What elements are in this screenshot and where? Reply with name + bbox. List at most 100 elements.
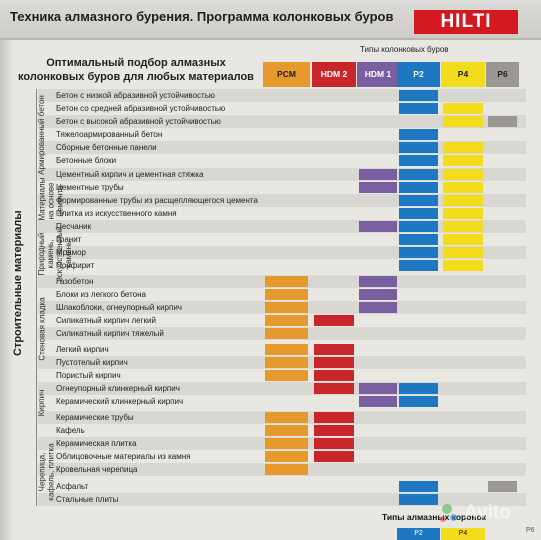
- recommend-cell-p6: [488, 481, 517, 492]
- recommend-cell-p4: [443, 234, 483, 245]
- recommend-cell-pcm: [265, 276, 308, 287]
- table-row: Керамические трубы: [38, 411, 526, 424]
- hilti-logo: HILTI: [414, 10, 518, 34]
- table-row: Тяжелоармированный бетон: [38, 128, 526, 141]
- material-label: Бетонные блоки: [56, 156, 117, 165]
- table-row: Керамическая плитка: [38, 437, 526, 450]
- group-label: Черепица, кафель, плитка: [37, 442, 55, 501]
- table-row: Цементные трубы: [38, 181, 526, 194]
- recommend-cell-p4: [443, 103, 483, 114]
- column-header-hdm1: HDM 1: [357, 62, 399, 87]
- material-label: Пустотелый кирпич: [56, 358, 128, 367]
- table-row: Цементный кирпич и цементная стяжка: [38, 168, 526, 181]
- recommend-cell-p4: [443, 182, 483, 193]
- recommend-cell-p2: [399, 481, 438, 492]
- material-label: Песчаник: [56, 222, 92, 231]
- recommend-cell-hdm1: [359, 289, 397, 300]
- recommend-cell-p2: [399, 208, 438, 219]
- recommend-cell-hdm1: [359, 169, 397, 180]
- recommend-cell-hdm2: [314, 425, 354, 436]
- recommend-cell-hdm1: [359, 221, 397, 232]
- table-row: Блоки из легкого бетона: [38, 288, 526, 301]
- table-row: Песчаник: [38, 220, 526, 233]
- material-label: Шлакоблоки, огнеупорный кирпич: [56, 303, 182, 312]
- material-label: Бетон со средней абразивной устойчивость…: [56, 104, 226, 113]
- column-header-hdm2: HDM 2: [312, 62, 356, 87]
- recommend-cell-p2: [399, 169, 438, 180]
- table-row: Силикатный кирпич тяжелый: [38, 327, 526, 340]
- table-row: Асфальт: [38, 480, 526, 493]
- intro-heading: Оптимальный подбор алмазных колонковых б…: [18, 57, 254, 83]
- recommend-cell-pcm: [265, 425, 308, 436]
- material-label: Силикатный кирпич легкий: [56, 316, 156, 325]
- material-label: Гранит: [56, 235, 82, 244]
- recommend-cell-hdm2: [314, 412, 354, 423]
- material-label: Керамическая плитка: [56, 439, 137, 448]
- group-divider: [36, 437, 37, 506]
- recommend-cell-p4: [443, 260, 483, 271]
- table-row: Бетонные блоки: [38, 154, 526, 167]
- recommend-cell-hdm2: [314, 438, 354, 449]
- group-label: Стеновая кладка: [37, 296, 46, 361]
- recommend-cell-p2: [399, 103, 438, 114]
- page-gutter: [0, 38, 14, 540]
- recommend-cell-p2: [399, 494, 438, 505]
- material-label: Бетон с низкой абразивной устойчивостью: [56, 91, 215, 100]
- watermark-dot-icon: [450, 514, 457, 521]
- group-divider: [36, 181, 37, 220]
- recommend-cell-pcm: [265, 315, 308, 326]
- recommend-cell-p4: [443, 116, 483, 127]
- recommend-cell-hdm2: [314, 315, 354, 326]
- recommend-cell-pcm: [265, 289, 308, 300]
- recommend-cell-pcm: [265, 464, 308, 475]
- table-row: Стальные плиты: [38, 493, 526, 506]
- recommend-cell-p2: [399, 247, 438, 258]
- table-row: Кафель: [38, 424, 526, 437]
- material-label: Пористый кирпич: [56, 371, 121, 380]
- table-row: Газобетон: [38, 275, 526, 288]
- recommend-cell-p6: [488, 116, 517, 127]
- recommend-cell-pcm: [265, 328, 308, 339]
- table-row: Гранит: [38, 233, 526, 246]
- group-label: Материалы на основе цемента: [37, 177, 64, 220]
- table-row: Легкий кирпич: [38, 343, 526, 356]
- group-divider: [36, 369, 37, 437]
- recommend-cell-p4: [443, 221, 483, 232]
- material-label: Облицовочные материалы из камня: [56, 452, 191, 461]
- table-row: Формированные трубы из расщепляющегося ц…: [38, 194, 526, 207]
- material-label: Порфирит: [56, 261, 95, 270]
- header-bar: Техника алмазного бурения. Программа кол…: [0, 0, 541, 40]
- recommend-cell-hdm1: [359, 276, 397, 287]
- material-label: Сборные бетонные панели: [56, 143, 157, 152]
- column-header-p4: P4: [441, 62, 485, 87]
- recommend-cell-hdm1: [359, 383, 397, 394]
- recommend-cell-p2: [399, 195, 438, 206]
- table-row: Кровельная черепица: [38, 463, 526, 476]
- recommend-cell-p4: [443, 155, 483, 166]
- column-header-pcm: PCM: [263, 62, 310, 87]
- main-category-label: Строительные материалы: [12, 210, 24, 356]
- recommend-cell-p2: [399, 260, 438, 271]
- table-row: Бетон со средней абразивной устойчивость…: [38, 102, 526, 115]
- recommend-cell-hdm2: [314, 451, 354, 462]
- recommend-cell-hdm1: [359, 396, 397, 407]
- material-label: Мрамор: [56, 248, 86, 257]
- material-label: Блоки из легкого бетона: [56, 290, 146, 299]
- column-header-p2: P2: [397, 62, 440, 87]
- recommend-cell-hdm2: [314, 357, 354, 368]
- recommend-cell-pcm: [265, 451, 308, 462]
- material-label: Бетон с высокой абразивной устойчивостью: [56, 117, 221, 126]
- material-label: Легкий кирпич: [56, 345, 109, 354]
- material-label: Газобетон: [56, 277, 94, 286]
- recommend-cell-hdm1: [359, 302, 397, 313]
- recommend-cell-p2: [399, 383, 438, 394]
- recommend-cell-hdm2: [314, 370, 354, 381]
- table-row: Пористый кирпич: [38, 369, 526, 382]
- group-divider: [36, 220, 37, 288]
- crown-types-label: Типы алмазных коронок: [382, 512, 486, 522]
- recommend-cell-p4: [443, 208, 483, 219]
- recommend-cell-p2: [399, 90, 438, 101]
- recommend-cell-p4: [443, 169, 483, 180]
- table-row: Керамический клинкерный кирпич: [38, 395, 526, 408]
